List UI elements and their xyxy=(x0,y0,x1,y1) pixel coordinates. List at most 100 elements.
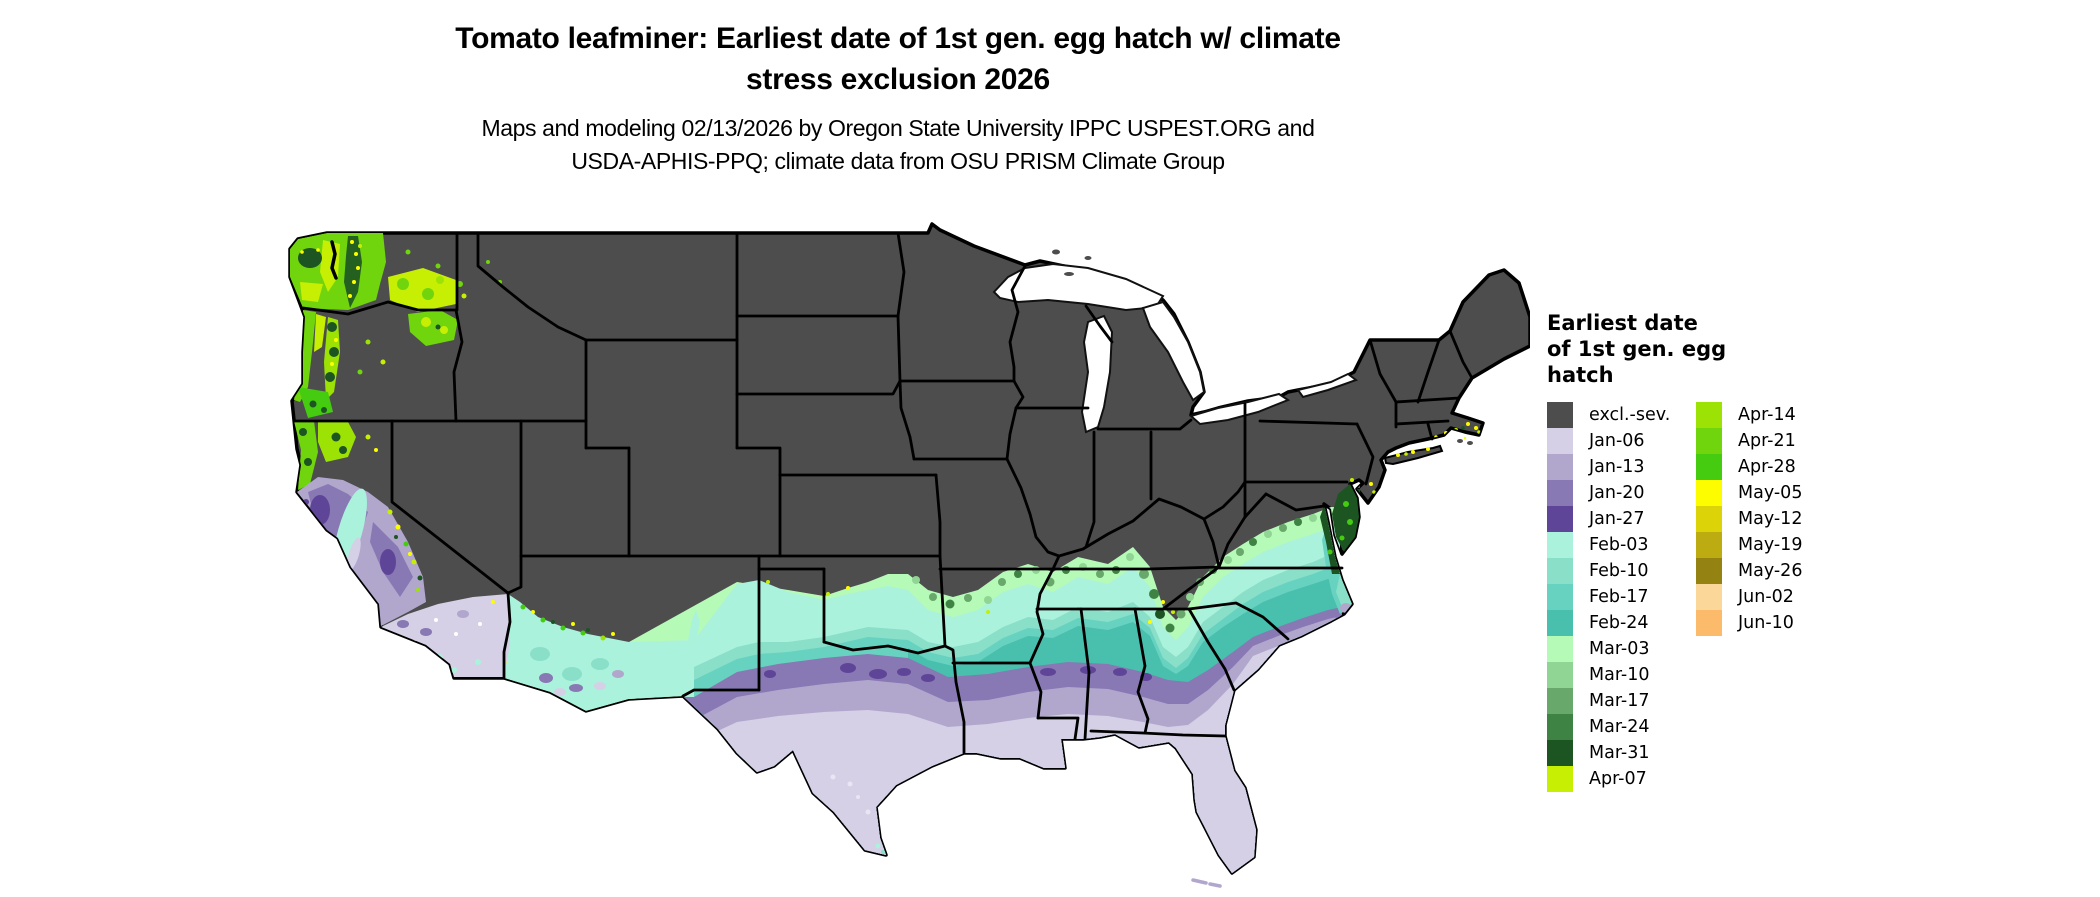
legend-row: Mar-31 xyxy=(1547,740,1670,766)
legend-color-swatch xyxy=(1547,610,1573,636)
florida-keys xyxy=(1191,878,1222,888)
legend-row: Mar-10 xyxy=(1547,662,1670,688)
legend-label: May-26 xyxy=(1738,561,1803,581)
legend-row: Jan-13 xyxy=(1547,454,1670,480)
legend-label: Feb-10 xyxy=(1589,561,1649,581)
legend-label: Mar-17 xyxy=(1589,691,1650,711)
legend-color-swatch xyxy=(1547,766,1573,792)
legend-color-swatch xyxy=(1696,558,1722,584)
legend-color-swatch xyxy=(1547,454,1573,480)
legend-color-swatch xyxy=(1696,428,1722,454)
legend-column-1: Apr-14 Apr-21 Apr-28 May-05 May-12 May-1… xyxy=(1696,402,1802,636)
title-line-2: stress exclusion 2026 xyxy=(746,63,1050,96)
legend-row: Jan-20 xyxy=(1547,480,1670,506)
legend-color-swatch xyxy=(1696,506,1722,532)
legend-color-swatch xyxy=(1547,402,1573,428)
legend-color-swatch xyxy=(1696,610,1722,636)
lake-islands xyxy=(1052,249,1473,445)
lake-superior xyxy=(992,262,1165,312)
legend-label: Jun-10 xyxy=(1738,613,1794,633)
great-lakes xyxy=(992,262,1359,434)
lake-erie xyxy=(1188,392,1291,426)
legend-label: Mar-31 xyxy=(1589,743,1650,763)
state-borders xyxy=(292,231,1474,755)
map-svg xyxy=(288,222,1532,888)
legend-row: Mar-24 xyxy=(1547,714,1670,740)
legend-row: Jun-10 xyxy=(1696,610,1802,636)
legend-color-swatch xyxy=(1696,480,1722,506)
legend-column-0: excl.-sev. Jan-06 Jan-13 Jan-20 Jan-27 F… xyxy=(1547,402,1670,792)
legend-row: Jan-27 xyxy=(1547,506,1670,532)
legend-color-swatch xyxy=(1547,428,1573,454)
legend-row: May-26 xyxy=(1696,558,1802,584)
legend-row: Jun-02 xyxy=(1696,584,1802,610)
legend-row: excl.-sev. xyxy=(1547,402,1670,428)
legend-color-swatch xyxy=(1547,480,1573,506)
legend-label: Feb-03 xyxy=(1589,535,1649,555)
legend-row: Feb-24 xyxy=(1547,610,1670,636)
legend-row: Mar-17 xyxy=(1547,688,1670,714)
legend-color-swatch xyxy=(1547,740,1573,766)
subtitle-line-2: USDA-APHIS-PPQ; climate data from OSU PR… xyxy=(571,148,1225,174)
legend-label: May-12 xyxy=(1738,509,1803,529)
legend-label: Jan-13 xyxy=(1589,457,1645,477)
legend-label: Jan-06 xyxy=(1589,431,1645,451)
legend-title-line: of 1st gen. egg xyxy=(1547,337,1727,361)
map-legend: Earliest date of 1st gen. egg hatch excl.-… xyxy=(1547,310,1967,792)
jan27-blobs xyxy=(764,663,1152,682)
legend-row: Feb-03 xyxy=(1547,532,1670,558)
legend-label: Apr-14 xyxy=(1738,405,1796,425)
legend-label: Feb-17 xyxy=(1589,587,1649,607)
title-line-1: Tomato leafminer: Earliest date of 1st g… xyxy=(455,22,1341,55)
figure-subtitle: Maps and modeling 02/13/2026 by Oregon S… xyxy=(288,112,1508,178)
legend-row: Jan-06 xyxy=(1547,428,1670,454)
legend-row: Apr-07 xyxy=(1547,766,1670,792)
legend-label: Jun-02 xyxy=(1738,587,1794,607)
legend-color-swatch xyxy=(1547,714,1573,740)
legend-row: Apr-28 xyxy=(1696,454,1802,480)
legend-color-swatch xyxy=(1547,558,1573,584)
legend-color-swatch xyxy=(1547,506,1573,532)
lake-ontario xyxy=(1296,372,1359,399)
legend-label: Feb-24 xyxy=(1589,613,1649,633)
legend-label: Jan-20 xyxy=(1589,483,1645,503)
legend-row: Mar-03 xyxy=(1547,636,1670,662)
subtitle-line-1: Maps and modeling 02/13/2026 by Oregon S… xyxy=(481,115,1315,141)
legend-row: May-19 xyxy=(1696,532,1802,558)
legend-row: May-05 xyxy=(1696,480,1802,506)
legend-label: Apr-21 xyxy=(1738,431,1796,451)
legend-label: Apr-07 xyxy=(1589,769,1647,789)
legend-title-line: Earliest date xyxy=(1547,311,1698,335)
legend-row: May-12 xyxy=(1696,506,1802,532)
legend-color-swatch xyxy=(1547,636,1573,662)
legend-row: Apr-14 xyxy=(1696,402,1802,428)
legend-color-swatch xyxy=(1696,584,1722,610)
texas-detail xyxy=(830,774,885,854)
legend-label: Mar-03 xyxy=(1589,639,1650,659)
lake-michigan xyxy=(1080,314,1114,434)
legend-color-swatch xyxy=(1547,688,1573,714)
lake-huron xyxy=(1141,300,1206,402)
legend-title: Earliest date of 1st gen. egg hatch xyxy=(1547,310,1967,388)
legend-label: Mar-10 xyxy=(1589,665,1650,685)
us-choropleth-map xyxy=(288,222,1532,892)
legend-color-swatch xyxy=(1696,402,1722,428)
legend-title-line: hatch xyxy=(1547,363,1614,387)
figure-title: Tomato leafminer: Earliest date of 1st g… xyxy=(288,18,1508,100)
legend-color-swatch xyxy=(1547,584,1573,610)
legend-color-swatch xyxy=(1696,454,1722,480)
legend-color-swatch xyxy=(1547,662,1573,688)
legend-color-swatch xyxy=(1547,532,1573,558)
legend-label: May-05 xyxy=(1738,483,1803,503)
chesapeake-delmarva-green xyxy=(1320,478,1376,574)
legend-label: May-19 xyxy=(1738,535,1803,555)
legend-row: Apr-21 xyxy=(1696,428,1802,454)
legend-row: Feb-17 xyxy=(1547,584,1670,610)
legend-label: excl.-sev. xyxy=(1589,405,1671,425)
legend-label: Jan-27 xyxy=(1589,509,1645,529)
legend-color-swatch xyxy=(1696,532,1722,558)
long-island xyxy=(1383,444,1444,466)
legend-label: Mar-24 xyxy=(1589,717,1650,737)
legend-row: Feb-10 xyxy=(1547,558,1670,584)
